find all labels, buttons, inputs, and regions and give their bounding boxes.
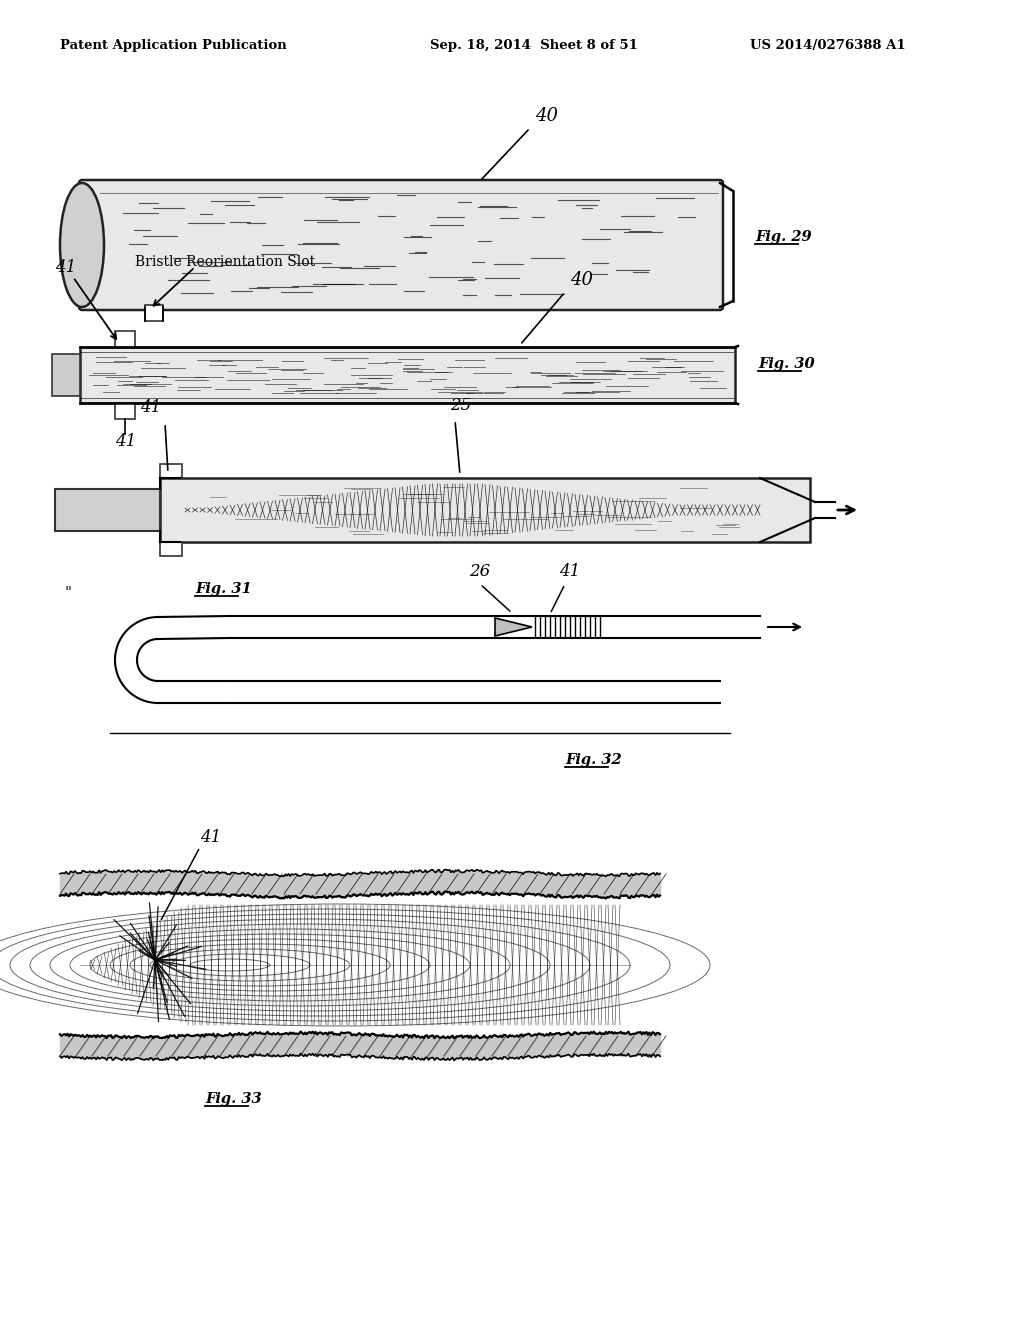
- Bar: [160, 465, 182, 478]
- Text: Bristle Reorientation Slot: Bristle Reorientation Slot: [135, 255, 315, 269]
- Bar: [115, 403, 135, 418]
- Text: 41: 41: [140, 400, 161, 417]
- Bar: [160, 478, 810, 543]
- Bar: [52, 354, 80, 396]
- Bar: [55, 488, 160, 531]
- Text: Fig. 29: Fig. 29: [755, 230, 812, 244]
- Text: Fig. 33: Fig. 33: [205, 1092, 261, 1106]
- FancyBboxPatch shape: [79, 180, 723, 310]
- Text: 41: 41: [115, 433, 136, 450]
- Bar: [160, 543, 182, 556]
- Text: Fig. 30: Fig. 30: [758, 356, 815, 371]
- Text: Sep. 18, 2014  Sheet 8 of 51: Sep. 18, 2014 Sheet 8 of 51: [430, 38, 638, 51]
- Text: US 2014/0276388 A1: US 2014/0276388 A1: [750, 38, 905, 51]
- Text: 26: 26: [469, 564, 490, 581]
- Text: ": ": [65, 586, 72, 601]
- Text: 25: 25: [450, 397, 471, 414]
- Text: 41: 41: [559, 564, 581, 581]
- Text: Fig. 32: Fig. 32: [565, 752, 622, 767]
- Text: 41: 41: [55, 259, 76, 276]
- Text: 41: 41: [200, 829, 221, 846]
- Polygon shape: [495, 618, 532, 636]
- Ellipse shape: [60, 183, 104, 308]
- Bar: [115, 331, 135, 347]
- Text: 40: 40: [535, 107, 558, 125]
- Bar: [80, 347, 735, 403]
- Bar: [145, 305, 163, 321]
- Text: Fig. 31: Fig. 31: [195, 582, 252, 597]
- Text: 40: 40: [570, 271, 593, 289]
- Text: Patent Application Publication: Patent Application Publication: [60, 38, 287, 51]
